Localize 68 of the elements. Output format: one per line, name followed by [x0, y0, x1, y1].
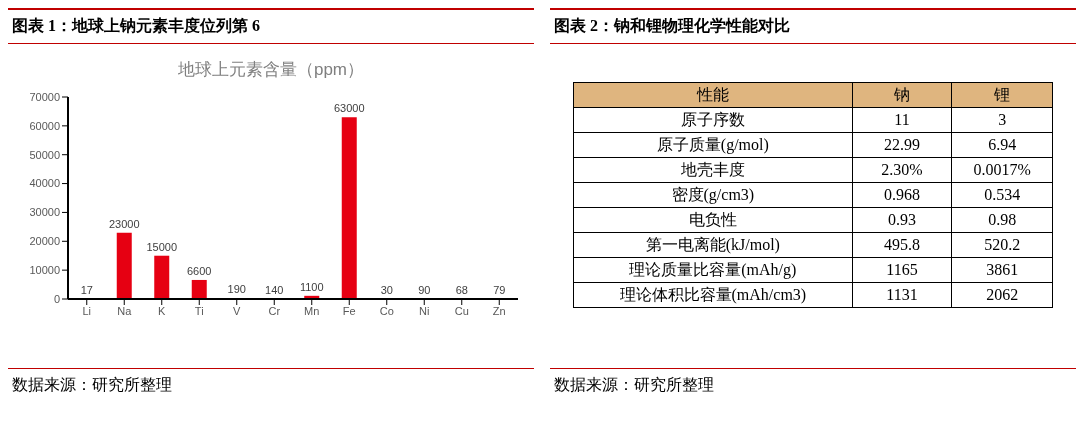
source-note: 数据来源：研究所整理: [554, 375, 715, 395]
x-tick-label: Cu: [454, 304, 469, 317]
bar: [116, 232, 132, 299]
bar: [191, 279, 207, 299]
data-label: 30: [380, 283, 393, 296]
category-label: 第一电离能(kJ/mol): [645, 235, 780, 253]
y-tick-label: 70000: [29, 90, 60, 103]
category-label: 锂: [951, 82, 1053, 108]
text: 22.99: [883, 136, 920, 153]
text: 3861: [986, 261, 1019, 278]
category-label: 电负性: [688, 210, 737, 228]
y-tick-label: 40000: [29, 177, 60, 190]
text: 图表 2：钠和锂物理化学性能对比: [550, 8, 1076, 44]
y-tick-label: 0: [53, 292, 60, 305]
text: 2.30%: [881, 161, 923, 178]
category-label: 理论质量比容量(mAh/g): [629, 260, 797, 278]
text: 3: [998, 111, 1007, 128]
text: 2062: [986, 286, 1019, 303]
text: 495.8: [883, 236, 920, 253]
data-label: 90: [418, 283, 431, 296]
x-tick-label: V: [233, 304, 242, 317]
category-label: 原子质量(g/mol): [656, 135, 769, 153]
category-label: 性能: [573, 82, 853, 108]
category-label: 原子序数: [680, 110, 745, 128]
y-tick-label: 50000: [29, 148, 60, 161]
text: 0.534: [984, 186, 1021, 203]
text: 0.968: [883, 186, 920, 203]
data-label: 63000: [333, 102, 365, 115]
data-label: 17: [80, 283, 93, 296]
text: 1131: [886, 286, 918, 303]
data-label: 79: [493, 283, 506, 296]
y-tick-label: 30000: [29, 206, 60, 219]
data-label: 15000: [146, 240, 178, 253]
x-tick-label: Na: [117, 304, 133, 317]
x-tick-label: Ni: [419, 304, 430, 317]
x-tick-label: Co: [379, 304, 394, 317]
text: 0.0017%: [973, 161, 1031, 178]
x-tick-label: Ti: [194, 304, 204, 317]
bar: [341, 117, 357, 299]
data-label: 1100: [299, 280, 324, 293]
x-tick-label: Mn: [304, 304, 320, 317]
text: 1165: [886, 261, 918, 278]
category-label: 密度(g/cm3): [671, 185, 755, 203]
x-tick-label: K: [158, 304, 167, 317]
x-tick-label: Zn: [492, 304, 506, 317]
data-label: 190: [227, 283, 246, 296]
x-tick-label: Fe: [342, 304, 356, 317]
data-label: 23000: [108, 217, 140, 230]
chart-title: 图表 1：地球上钠元素丰度位列第 6: [8, 8, 534, 44]
x-tick-label: Li: [82, 304, 92, 317]
category-label: 地壳丰度: [680, 160, 745, 178]
text: 0.98: [988, 211, 1017, 228]
text: 0.93: [887, 211, 916, 228]
category-label: 理论体积比容量(mAh/cm3): [619, 285, 807, 303]
chart-subtitle: 地球上元素含量（ppm）: [176, 59, 366, 81]
text: 11: [894, 111, 910, 128]
x-tick-label: Cr: [268, 304, 281, 317]
data-label: 140: [265, 283, 284, 296]
category-label: 钠: [852, 82, 952, 108]
source-note: 数据来源：研究所整理: [12, 375, 173, 395]
data-label: 68: [455, 283, 468, 296]
text: 520.2: [984, 236, 1021, 253]
text: 6.94: [988, 136, 1017, 153]
y-tick-label: 20000: [29, 235, 60, 248]
bar: [154, 255, 170, 299]
data-label: 6600: [187, 264, 212, 277]
y-tick-label: 10000: [29, 264, 60, 277]
y-tick-label: 60000: [29, 119, 60, 132]
